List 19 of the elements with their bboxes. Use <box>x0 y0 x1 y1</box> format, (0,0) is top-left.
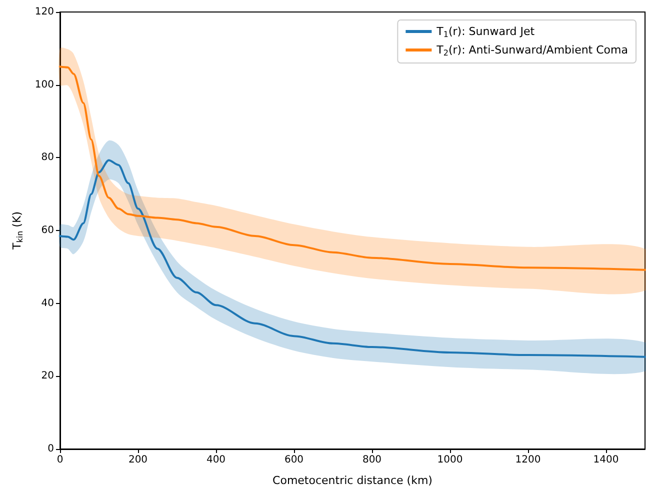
x-tick-label: 1200 <box>515 454 541 466</box>
x-tick-label: 1000 <box>437 454 463 466</box>
x-tick-label: 600 <box>284 454 304 466</box>
line-series <box>59 159 646 358</box>
y-tick-label: 0 <box>48 444 54 454</box>
x-axis-title: Cometocentric distance (km) <box>272 474 432 487</box>
y-tick-label: 100 <box>34 79 54 90</box>
y-tick-label: 40 <box>41 298 54 309</box>
x-tick-label: 1400 <box>593 454 619 466</box>
x-tick-label: 200 <box>128 454 148 466</box>
y-tick-label: 80 <box>41 152 54 164</box>
x-tick-label: 0 <box>56 454 64 466</box>
x-tick-label: 400 <box>206 454 226 466</box>
y-tick-label: 60 <box>41 225 54 236</box>
y-tick-label: 20 <box>41 370 54 382</box>
y-axis-title: Tkin (K) <box>10 212 25 250</box>
x-tick-label: 800 <box>362 454 382 466</box>
y-tick-label: 120 <box>34 6 54 18</box>
line-series <box>59 66 646 271</box>
